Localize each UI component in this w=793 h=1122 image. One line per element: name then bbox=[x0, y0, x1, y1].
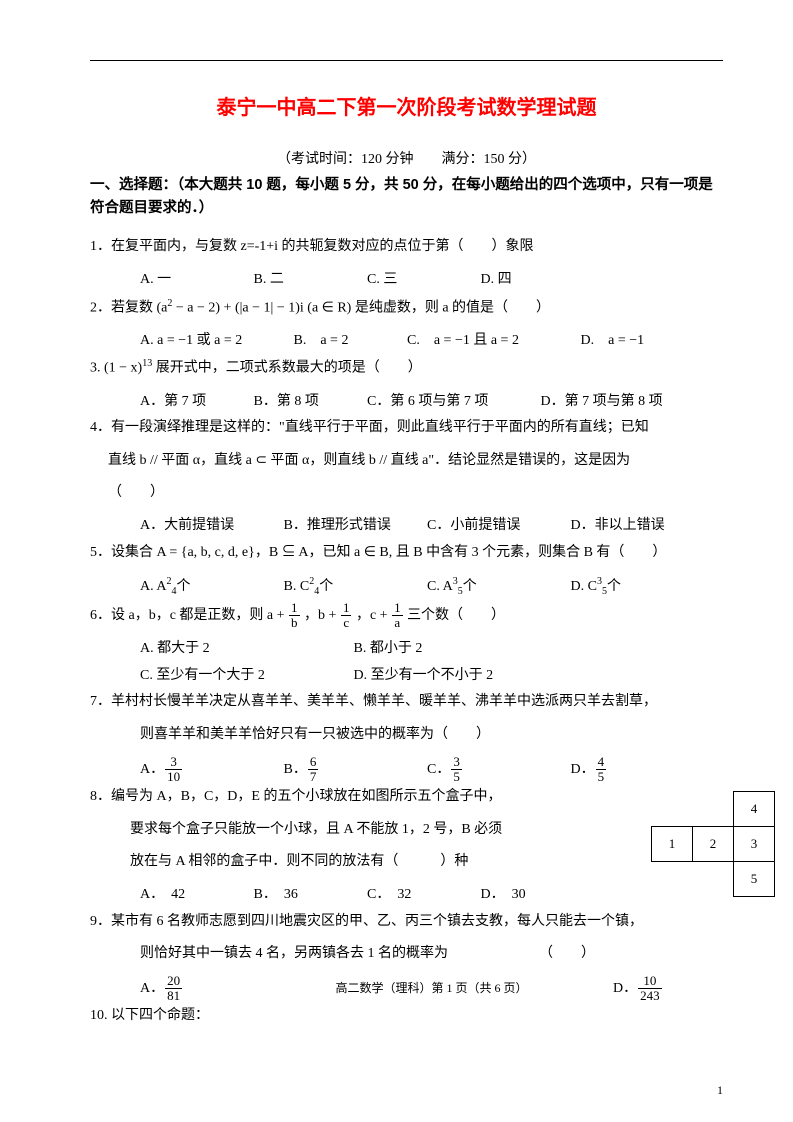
question-7-options: A．310 B．67 C．35 D．45 bbox=[90, 755, 723, 785]
question-7-l2: 则喜羊羊和美羊羊恰好只有一只被选中的概率为（ ） bbox=[90, 722, 723, 749]
question-10: 10. 以下四个命题： bbox=[90, 1003, 723, 1030]
question-8-l1: 8．编号为 A，B，C，D，E 的五个小球放在如图所示五个盒子中， bbox=[90, 784, 723, 811]
question-3-options: A．第 7 项 B．第 8 项 C．第 6 项与第 7 项 D．第 7 项与第 … bbox=[90, 389, 723, 416]
q7-opt-a: A．310 bbox=[140, 755, 280, 785]
question-4-l1: 4．有一段演绎推理是这样的："直线平行于平面，则此直线平行于平面内的所有直线；已… bbox=[90, 415, 723, 442]
q3-opt-b: B．第 8 项 bbox=[254, 389, 364, 416]
grid-cell-4: 4 bbox=[733, 791, 775, 827]
q1-opt-b: B. 二 bbox=[254, 267, 364, 294]
question-8-l2: 要求每个盒子只能放一个小球，且 A 不能放 1，2 号，B 必须 bbox=[90, 817, 723, 844]
q2-opt-d: D. a = −1 bbox=[581, 328, 645, 355]
q7-opt-b: B．67 bbox=[284, 755, 424, 785]
question-9-l2: 则恰好其中一镇去 4 名，另两镇各去 1 名的概率为 （ ） bbox=[90, 941, 723, 968]
q1-opt-c: C. 三 bbox=[367, 267, 477, 294]
question-3: 3. (1 − x)13 展开式中，二项式系数最大的项是（ ） bbox=[90, 354, 723, 382]
q7-opt-d: D．45 bbox=[571, 755, 608, 785]
exam-title: 泰宁一中高二下第一次阶段考试数学理试题 bbox=[90, 91, 723, 120]
q1-opt-a: A. 一 bbox=[140, 267, 250, 294]
grid-cell-2: 2 bbox=[692, 826, 734, 862]
grid-cell-1: 1 bbox=[651, 826, 693, 862]
q5-opt-c: C. A35 个 bbox=[427, 572, 567, 600]
q8-opt-b: B． 36 bbox=[254, 882, 364, 909]
question-1: 1．在复平面内，与复数 z=-1+i 的共轭复数对应的点位于第（ ）象限 bbox=[90, 234, 723, 261]
question-2-options: A. a = −1 或 a = 2 B. a = 2 C. a = −1 且 a… bbox=[90, 328, 723, 355]
q6-opt-b: B. 都小于 2 bbox=[354, 636, 423, 663]
q5-opt-b: B. C24 个 bbox=[284, 572, 424, 600]
question-4-options: A．大前提错误 B．推理形式错误 C．小前提错误 D．非以上错误 bbox=[90, 513, 723, 540]
q6-f3: 1a bbox=[392, 601, 403, 631]
grid-cell-5: 5 bbox=[733, 861, 775, 897]
q2-stem-mid: − a − 2) + (|a − 1| − 1)i (a ∈ R) 是纯虚数，则… bbox=[172, 300, 550, 315]
q6-opt-a: A. 都大于 2 bbox=[140, 636, 350, 663]
q4-opt-c: C．小前提错误 bbox=[427, 513, 567, 540]
question-6-options-row2: C. 至少有一个大于 2 D. 至少有一个不小于 2 bbox=[90, 663, 723, 690]
question-8-l3: 放在与 A 相邻的盒子中．则不同的放法有（ ）种 bbox=[90, 849, 723, 876]
q6-m2: ，c + bbox=[356, 608, 391, 623]
q3-opt-c: C．第 6 项与第 7 项 bbox=[367, 389, 537, 416]
section-1-head: 一、选择题：（本大题共 10 题，每小题 5 分，共 50 分，在每小题给出的四… bbox=[90, 174, 723, 220]
question-2: 2．若复数 (a2 − a − 2) + (|a − 1| − 1)i (a ∈… bbox=[90, 294, 723, 322]
q3-stem: 3. (1 − x) bbox=[90, 361, 142, 376]
q6-f2: 1c bbox=[341, 601, 352, 631]
q6-f1: 1b bbox=[289, 601, 300, 631]
question-5-options: A. A24 个 B. C24 个 C. A35 个 D. C35 个 bbox=[90, 572, 723, 600]
page-number: 1 bbox=[717, 1083, 723, 1098]
q2-stem-pre: 2．若复数 ( bbox=[90, 300, 161, 315]
question-1-options: A. 一 B. 二 C. 三 D. 四 bbox=[90, 267, 723, 294]
q3-opt-d: D．第 7 项与第 8 项 bbox=[541, 389, 663, 416]
grid-cell-3: 3 bbox=[733, 826, 775, 862]
q6-tail: 三个数（ ） bbox=[407, 608, 505, 623]
q9-opt-d: D．10243 bbox=[613, 974, 723, 1004]
q4-opt-a: A．大前提错误 bbox=[140, 513, 280, 540]
q8-opt-c: C． 32 bbox=[367, 882, 477, 909]
question-9-l1: 9．某市有 6 名教师志愿到四川地震灾区的甲、乙、丙三个镇去支教，每人只能去一个… bbox=[90, 909, 723, 936]
box-grid-figure: 4 1 2 3 5 bbox=[652, 792, 775, 897]
q3-opt-a: A．第 7 项 bbox=[140, 389, 250, 416]
question-6-options-row1: A. 都大于 2 B. 都小于 2 bbox=[90, 636, 723, 663]
q7-opt-c: C．35 bbox=[427, 755, 567, 785]
q5-opt-d: D. C35 个 bbox=[571, 572, 621, 600]
q9-opt-a: A．2081 bbox=[140, 974, 250, 1004]
exam-subinfo: （考试时间：120 分钟 满分：150 分） bbox=[90, 148, 723, 168]
question-9-options: A．2081 高二数学（理科）第 1 页（共 6 页） D．10243 bbox=[90, 974, 723, 1004]
q6-m1: ，b + bbox=[304, 608, 340, 623]
q2-opt-b: B. a = 2 bbox=[294, 328, 404, 355]
q2-opt-a: A. a = −1 或 a = 2 bbox=[140, 328, 290, 355]
q6-opt-d: D. 至少有一个不小于 2 bbox=[354, 663, 494, 690]
inline-page-footer: 高二数学（理科）第 1 页（共 6 页） bbox=[250, 977, 613, 1000]
question-7-l1: 7．羊村村长慢羊羊决定从喜羊羊、美羊羊、懒羊羊、暖羊羊、沸羊羊中选派两只羊去割草… bbox=[90, 689, 723, 716]
question-4-l2: 直线 b // 平面 α，直线 a ⊂ 平面 α，则直线 b // 直线 a"．… bbox=[90, 448, 723, 475]
q3-stem2: 展开式中，二项式系数最大的项是（ ） bbox=[152, 361, 422, 376]
q6-pre: 6．设 a，b，c 都是正数，则 a + bbox=[90, 608, 288, 623]
question-8-options: A． 42 B． 36 C． 32 D． 30 bbox=[90, 882, 723, 909]
q4-opt-d: D．非以上错误 bbox=[571, 513, 665, 540]
q6-opt-c: C. 至少有一个大于 2 bbox=[140, 663, 350, 690]
question-4-l3: （ ） bbox=[90, 480, 723, 507]
q1-opt-d: D. 四 bbox=[481, 267, 591, 294]
question-5: 5．设集合 A = {a, b, c, d, e}，B ⊆ A，已知 a ∈ B… bbox=[90, 540, 723, 567]
q8-opt-d: D． 30 bbox=[481, 882, 526, 909]
q3-exp: 13 bbox=[142, 358, 152, 369]
q4-opt-b: B．推理形式错误 bbox=[284, 513, 424, 540]
question-6: 6．设 a，b，c 都是正数，则 a + 1b ，b + 1c ，c + 1a … bbox=[90, 601, 723, 631]
q8-opt-a: A． 42 bbox=[140, 882, 250, 909]
q2-opt-c: C. a = −1 且 a = 2 bbox=[407, 328, 577, 355]
q5-opt-a: A. A24 个 bbox=[140, 572, 280, 600]
